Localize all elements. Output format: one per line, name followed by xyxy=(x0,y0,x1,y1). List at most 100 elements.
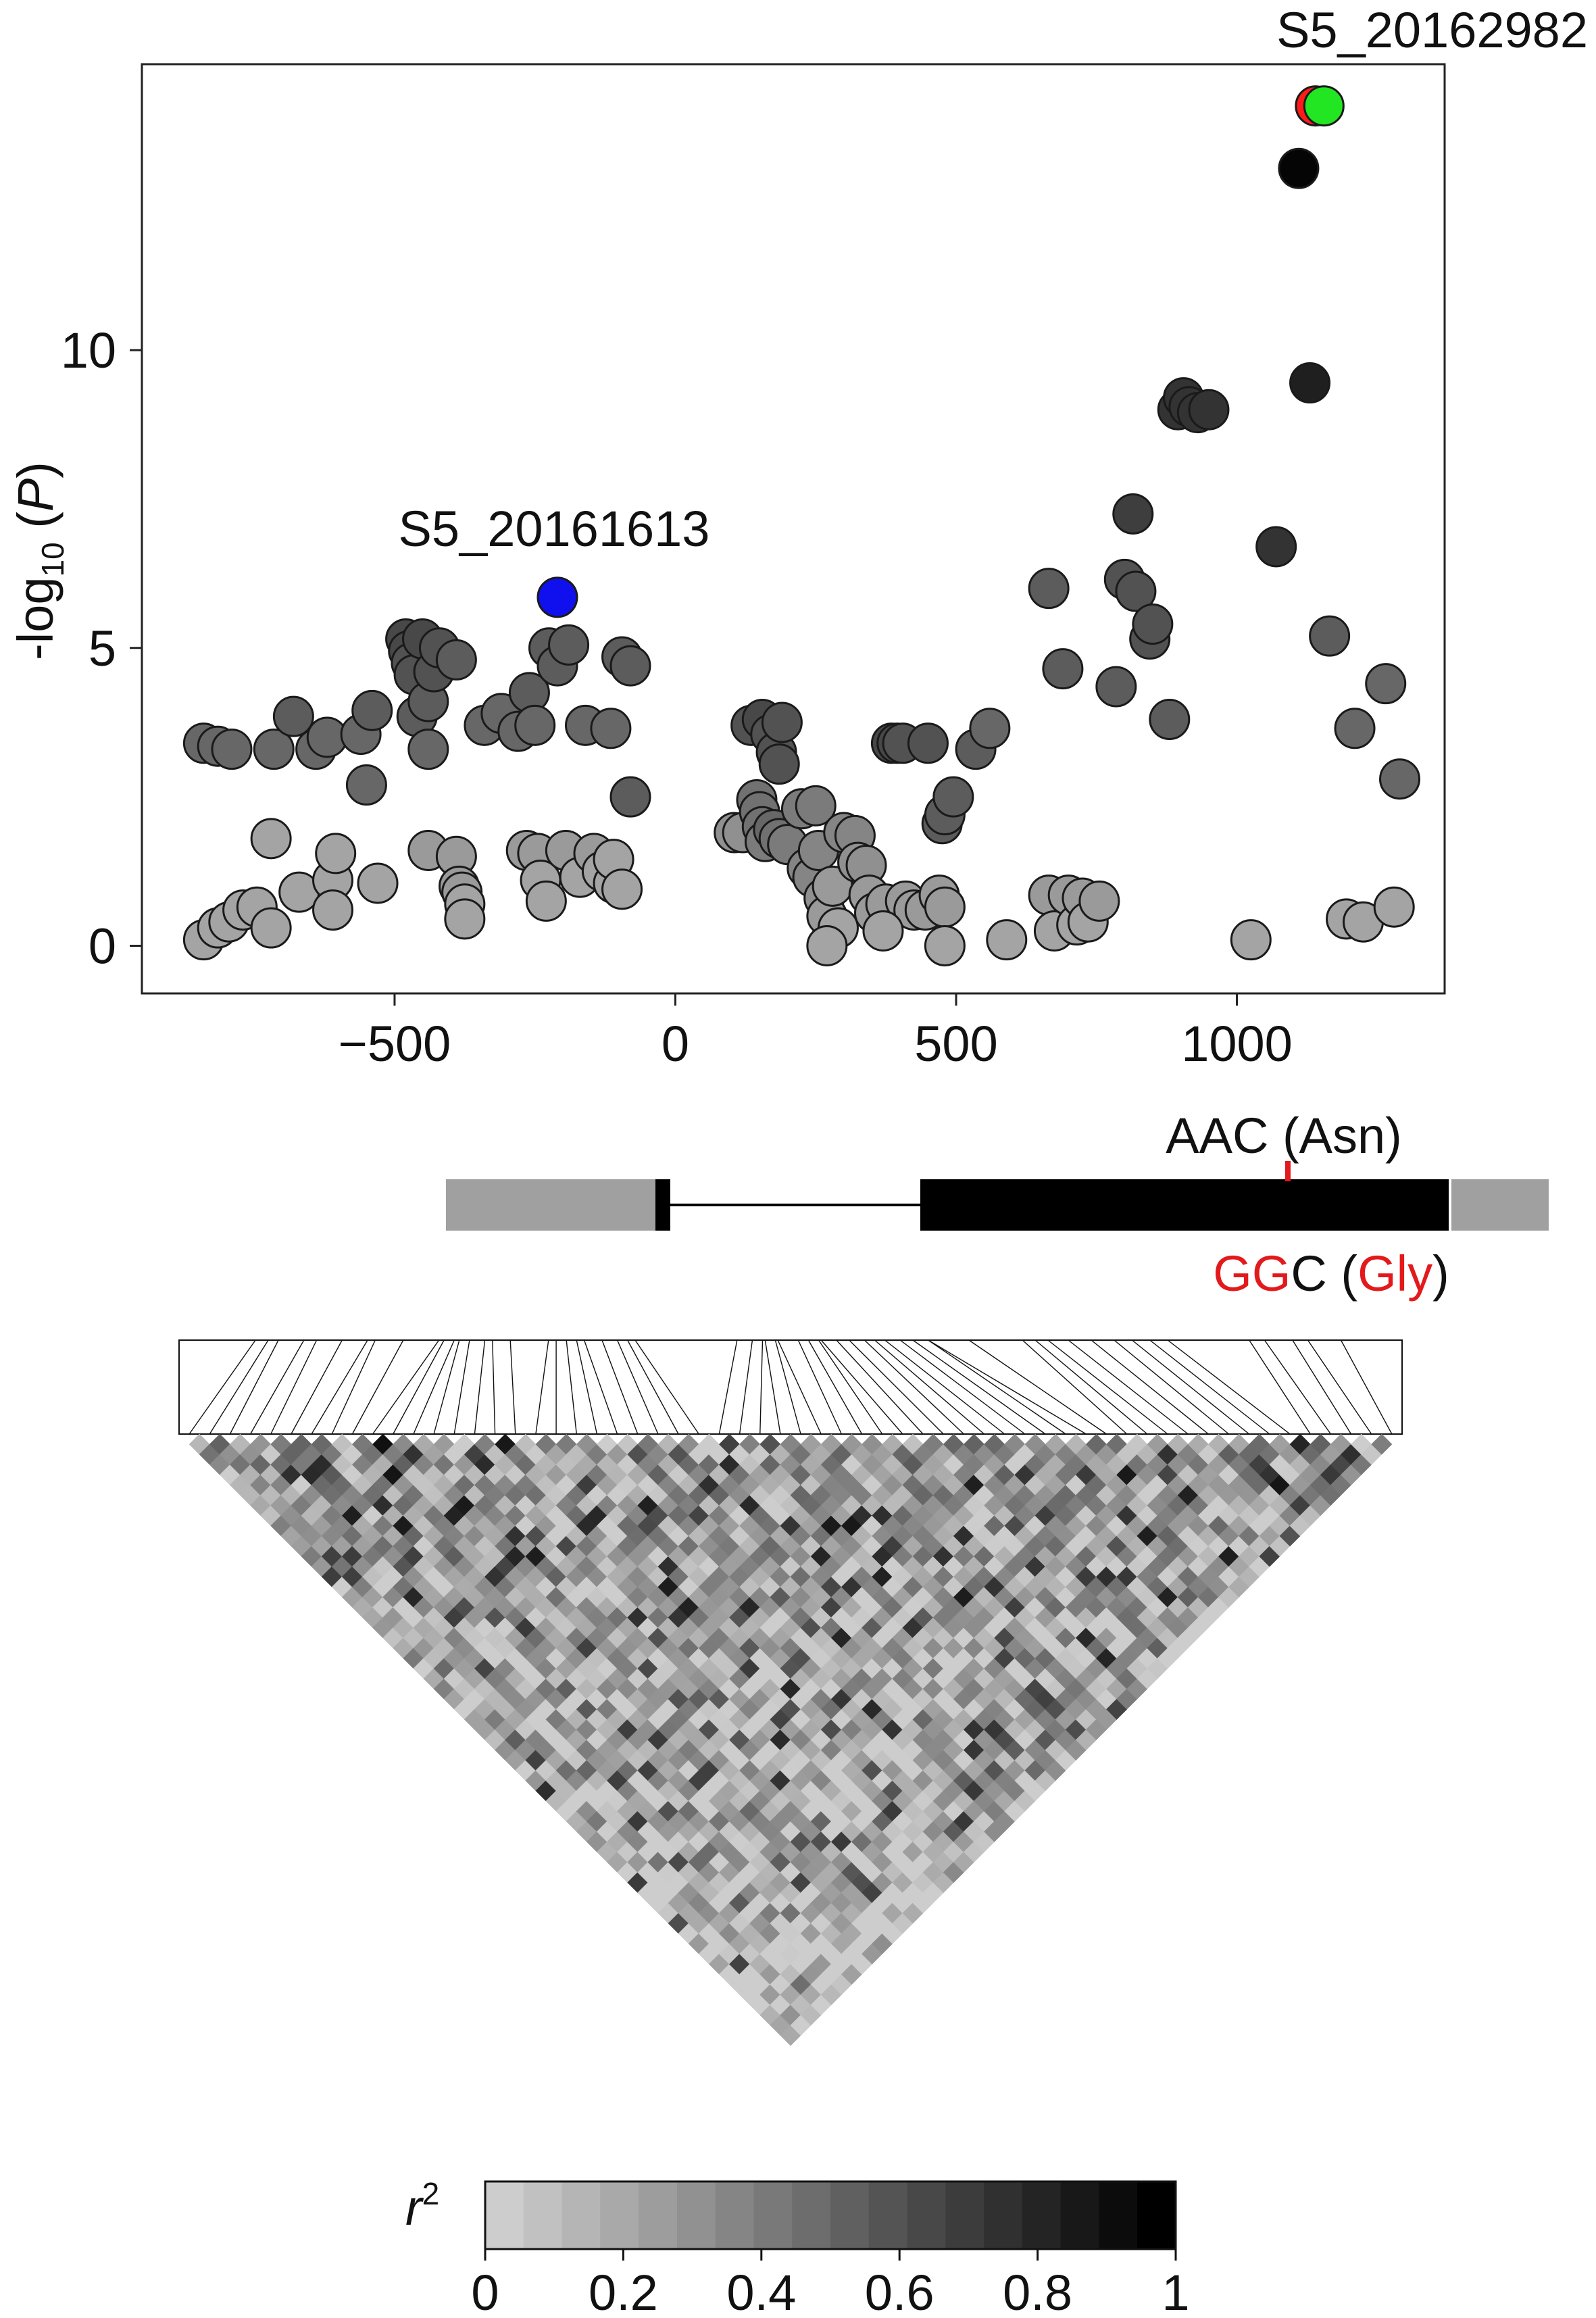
colorbar-tick-label: 0.6 xyxy=(865,2265,934,2318)
ld-cells xyxy=(189,1433,1393,2046)
colorbar-gradient xyxy=(485,2181,1176,2249)
highlight-snp-point xyxy=(537,576,578,618)
ld-connector-line xyxy=(1249,1339,1311,1435)
ld-connector-line xyxy=(849,1339,944,1435)
ld-connector-line xyxy=(535,1339,549,1435)
snp-point xyxy=(1112,493,1154,535)
snp-point xyxy=(1230,919,1272,961)
colorbar-ticks: 0 0.2 0.4 0.6 0.8 1 xyxy=(471,2249,1190,2318)
snp-point xyxy=(1115,570,1157,612)
ld-connector-line xyxy=(189,1339,256,1435)
snp-point xyxy=(315,833,357,874)
snp-point xyxy=(253,729,295,770)
exon-1 xyxy=(655,1179,670,1231)
snp-point xyxy=(590,708,632,749)
ld-connector-line xyxy=(820,1339,903,1435)
snp-point xyxy=(761,701,803,743)
y-tick-label: 0 xyxy=(89,918,116,974)
ld-connector-line xyxy=(393,1339,445,1435)
colorbar-tick-label: 0.4 xyxy=(726,2265,796,2318)
ld-connector-line xyxy=(1068,1339,1189,1435)
ld-connector-line xyxy=(209,1339,269,1435)
snp-point xyxy=(601,868,643,910)
snp-point xyxy=(1188,389,1230,430)
snp-point xyxy=(1379,758,1421,800)
ld-connector-line xyxy=(433,1339,460,1435)
colorbar-step xyxy=(907,2181,946,2249)
annotation-lead-snp: S5_20162982 xyxy=(1276,2,1588,58)
colorbar-step xyxy=(639,2181,678,2249)
ld-connector-line xyxy=(836,1339,924,1435)
snp-point xyxy=(250,907,292,949)
x-tick-label: 500 xyxy=(914,1016,997,1072)
snp-point xyxy=(1028,568,1070,610)
snp-point xyxy=(924,924,966,966)
exon-2 xyxy=(920,1179,1449,1231)
annotation-secondary-snp: S5_20161613 xyxy=(399,501,710,557)
highlight-snp-point xyxy=(1278,147,1320,189)
utr-3prime xyxy=(1451,1179,1549,1231)
colorbar-tick-label: 0.2 xyxy=(589,2265,658,2318)
colorbar-step xyxy=(715,2181,754,2249)
colorbar-step xyxy=(676,2181,716,2249)
snp-point xyxy=(986,919,1028,961)
snp-point xyxy=(345,764,387,806)
y-axis-ticks: 0 5 10 xyxy=(61,322,142,974)
highlight-snp-point xyxy=(1303,85,1345,127)
snp-point xyxy=(1365,663,1407,705)
ld-connector-box xyxy=(178,1339,1403,1435)
snp-point xyxy=(351,689,393,731)
snp-point xyxy=(312,889,354,931)
ld-connector-line xyxy=(474,1339,486,1435)
ld-connector-line xyxy=(764,1339,781,1435)
ld-connector-line xyxy=(777,1339,822,1435)
ld-connector-line xyxy=(1307,1339,1372,1435)
snp-point xyxy=(758,743,800,785)
snp-point xyxy=(444,898,486,940)
ld-connector-line xyxy=(864,1339,964,1435)
colorbar-step xyxy=(1022,2181,1062,2249)
snp-point xyxy=(272,695,314,737)
variant-marker xyxy=(1285,1161,1291,1181)
colorbar-step xyxy=(830,2181,870,2249)
ld-connector-line xyxy=(453,1339,470,1435)
colorbar-step xyxy=(945,2181,984,2249)
r2-colorbar: r2 0 0.2 0.4 0.6 0.8 1 xyxy=(405,2176,1190,2318)
ld-connector-line xyxy=(270,1339,318,1435)
colorbar-step xyxy=(868,2181,908,2249)
snp-point xyxy=(514,704,556,746)
colorbar-step xyxy=(1060,2181,1099,2249)
snp-point xyxy=(211,729,253,770)
snp-point xyxy=(862,910,904,952)
ld-connector-line xyxy=(774,1339,801,1435)
x-tick-label: 1000 xyxy=(1181,1016,1293,1072)
ld-connector-line xyxy=(492,1339,496,1435)
snp-point xyxy=(932,776,974,818)
ld-connector-line xyxy=(351,1339,404,1435)
x-axis-ticks: −500 0 500 1000 xyxy=(339,993,1293,1072)
ld-connector-line xyxy=(616,1339,659,1435)
ld-connector-line xyxy=(576,1339,598,1435)
snp-point xyxy=(795,785,837,827)
ld-connector-line xyxy=(1340,1339,1393,1435)
ld-connector-line xyxy=(1047,1339,1168,1435)
ld-cell xyxy=(1371,1433,1393,1455)
y-tick-label: 5 xyxy=(89,620,116,676)
snp-point xyxy=(548,624,590,666)
ref-codon-label: AAC (Asn) xyxy=(1166,1108,1402,1164)
snp-point xyxy=(806,924,848,966)
points-layer xyxy=(182,85,1421,966)
snp-point xyxy=(1132,603,1174,645)
ld-connector-line xyxy=(566,1339,577,1435)
ld-connector-line xyxy=(807,1339,863,1435)
ld-connector-line xyxy=(311,1339,368,1435)
ld-connector-line xyxy=(1034,1339,1148,1435)
ld-connector-line xyxy=(928,1339,1087,1435)
ld-connector-line xyxy=(1022,1339,1128,1435)
ld-connector-line xyxy=(331,1339,376,1435)
ld-snp-connectors xyxy=(178,1339,1403,1435)
ld-connector-line xyxy=(1167,1339,1291,1435)
snp-point xyxy=(609,776,651,818)
ld-connector-line xyxy=(1091,1339,1209,1435)
